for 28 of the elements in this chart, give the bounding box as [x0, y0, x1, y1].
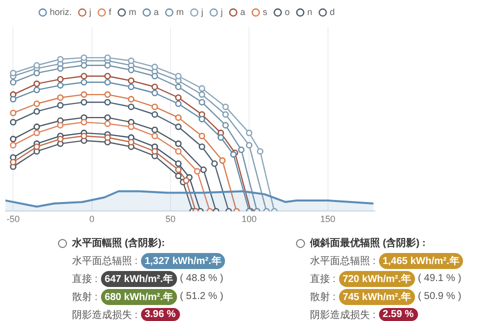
legend-label: m — [128, 6, 136, 17]
x-tick-label: 150 — [320, 214, 336, 224]
legend-label: j — [88, 6, 92, 17]
legend-label: j — [200, 6, 204, 17]
text: 直接 : 647 kWh/m².年 ( 48.8 % ) — [72, 272, 224, 286]
legend-label: d — [330, 6, 335, 17]
legend-label: n — [307, 6, 312, 17]
x-tick-label: 100 — [242, 214, 257, 224]
legend-label: a — [154, 6, 159, 17]
legend-label: m — [176, 6, 184, 17]
text: 阴影造成损失 : 2.59 % — [310, 308, 415, 321]
text: 倾斜面最优辐照 (含阴影) : — [310, 236, 426, 250]
legend-label: s — [262, 6, 268, 17]
text: 水平面总辐照 : 1,327 kWh/m².年 — [72, 254, 222, 268]
x-tick-label: -50 — [6, 214, 20, 224]
legend-label: o — [284, 6, 290, 17]
text: 散射 : 680 kWh/m².年 ( 51.2 % ) — [72, 290, 224, 304]
text: 水平面总辐照 : 1,465 kWh/m².年 — [310, 254, 460, 268]
x-tick-label: 0 — [89, 214, 94, 224]
legend-label: horiz. — [50, 6, 72, 17]
text: 散射 : 745 kWh/m².年 ( 50.9 % ) — [310, 290, 462, 304]
legend-label: j — [220, 6, 223, 17]
text: 阴影造成损失 : 3.96 % — [72, 308, 177, 321]
text: 水平面輻照 (含阴影): — [72, 236, 165, 250]
legend-label: a — [240, 6, 246, 17]
x-tick-label: 50 — [165, 214, 176, 224]
text: 直接 : 720 kWh/m².年 ( 49.1 % ) — [310, 272, 462, 286]
legend-label: f — [108, 6, 112, 17]
